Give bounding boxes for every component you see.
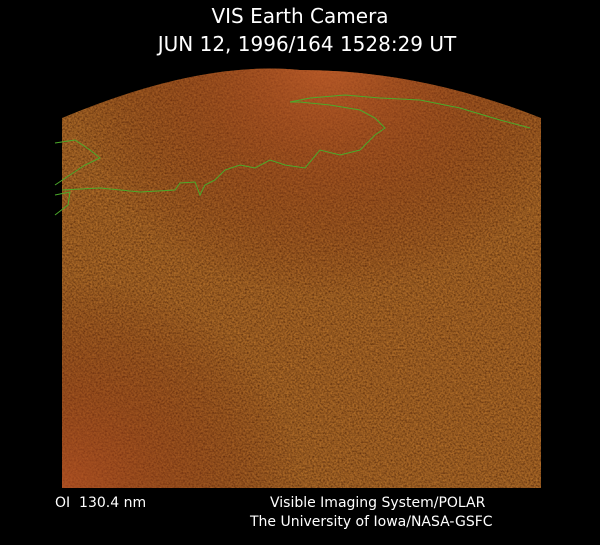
credit: Visible Imaging System/POLAR (270, 495, 486, 511)
filter-label: OI 130.4 nm (55, 495, 146, 511)
credit: The University of Iowa/NASA-GSFC (249, 514, 493, 530)
earth-image (62, 68, 541, 488)
title: VIS Earth Camera (211, 4, 388, 28)
coastline (54, 94, 531, 216)
subtitle: JUN 12, 1996/164 1528:29 UT (156, 32, 457, 56)
